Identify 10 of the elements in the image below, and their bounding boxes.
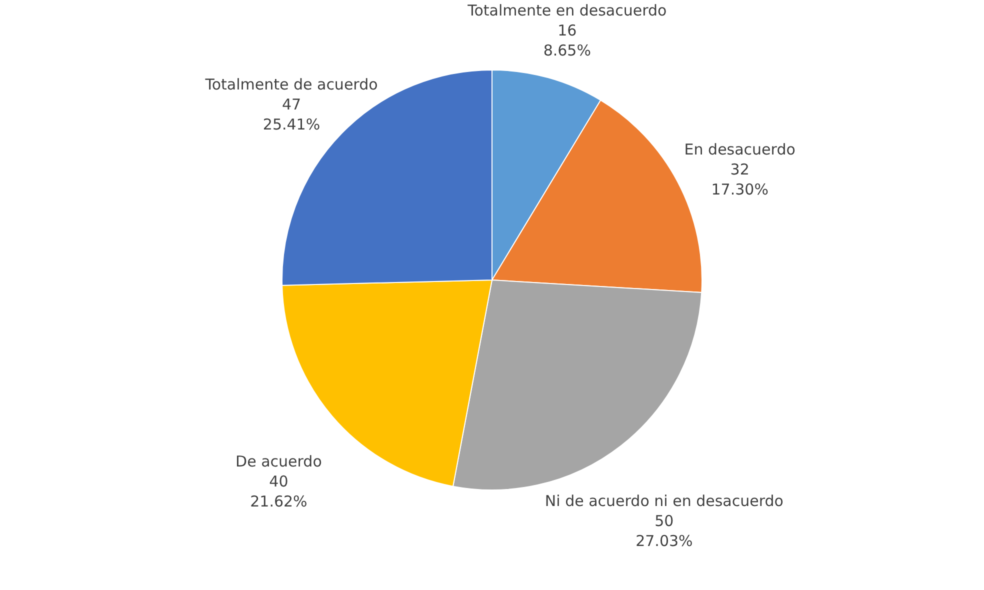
slice-label: De acuerdo: [236, 452, 322, 470]
data-label: 16 8.65%: [543, 21, 591, 60]
data-label: 40 21.62%: [250, 472, 308, 510]
data-label: 32 17.30%: [711, 160, 768, 199]
slice-label: Ni de acuerdo ni en desacuerdo: [544, 492, 784, 510]
slice-label: En desacuerdo: [684, 140, 796, 159]
data-label: 50 27.03%: [636, 512, 693, 550]
slice-label: Totalmente en desacuerdo: [466, 1, 667, 20]
slice-label: Totalmente de acuerdo: [204, 76, 378, 94]
data-label: 47 25.41%: [262, 96, 320, 134]
